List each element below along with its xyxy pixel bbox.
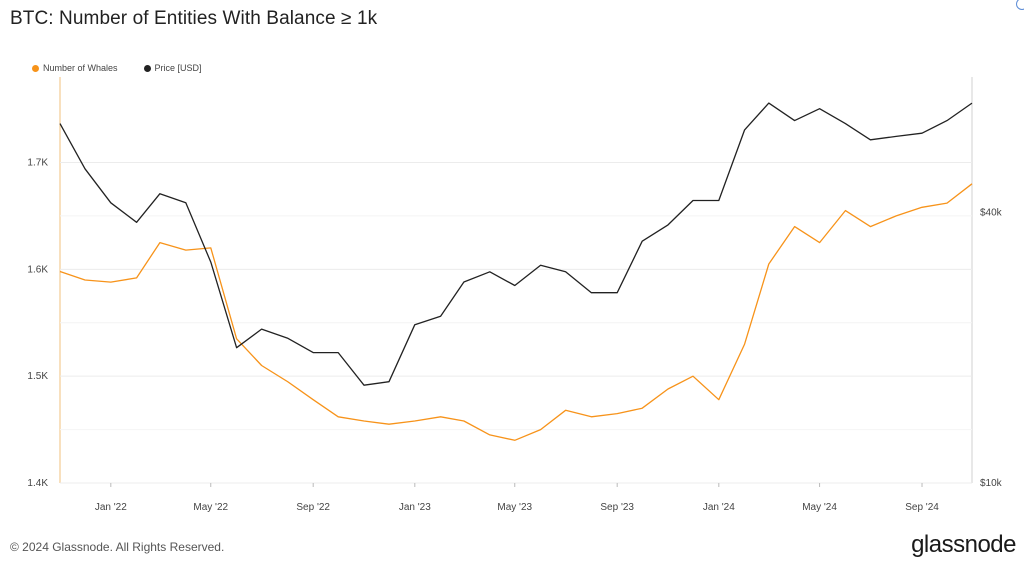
x-tick-label: May '23	[497, 502, 532, 513]
y-left-tick-label: 1.7K	[27, 157, 48, 168]
x-tick-label: Sep '22	[296, 502, 330, 513]
chart-legend: Number of Whales Price [USD]	[32, 63, 202, 73]
glassnode-logo[interactable]: glassnode	[911, 531, 1016, 558]
y-left-tick-label: 1.4K	[27, 478, 48, 489]
x-tick-label: Jan '24	[703, 502, 735, 513]
y-right-tick-label: $10k	[980, 478, 1003, 489]
y-left-tick-label: 1.6K	[27, 264, 48, 275]
x-tick-label: Sep '24	[905, 502, 939, 513]
series-line-price	[59, 102, 973, 386]
y-right-tick-label: $40k	[980, 207, 1003, 218]
chart-title: BTC: Number of Entities With Balance ≥ 1…	[10, 8, 378, 29]
series-line-whales	[59, 183, 973, 441]
legend-swatch-whales	[32, 64, 39, 72]
x-tick-label: May '22	[193, 502, 228, 513]
x-tick-label: Jan '22	[95, 502, 127, 513]
x-tick-label: Sep '23	[600, 502, 634, 513]
y-left-tick-label: 1.5K	[27, 371, 48, 382]
legend-label-price: Price [USD]	[154, 63, 202, 73]
legend-label-whales: Number of Whales	[43, 63, 118, 73]
x-tick-label: Jan '23	[399, 502, 431, 513]
legend-item-price[interactable]: Price [USD]	[143, 63, 202, 73]
copyright-text: © 2024 Glassnode. All Rights Reserved.	[10, 540, 225, 554]
legend-item-whales[interactable]: Number of Whales	[32, 63, 118, 73]
corner-circle-icon	[1016, 0, 1024, 10]
x-tick-label: May '24	[802, 502, 837, 513]
legend-swatch-price	[143, 64, 151, 72]
